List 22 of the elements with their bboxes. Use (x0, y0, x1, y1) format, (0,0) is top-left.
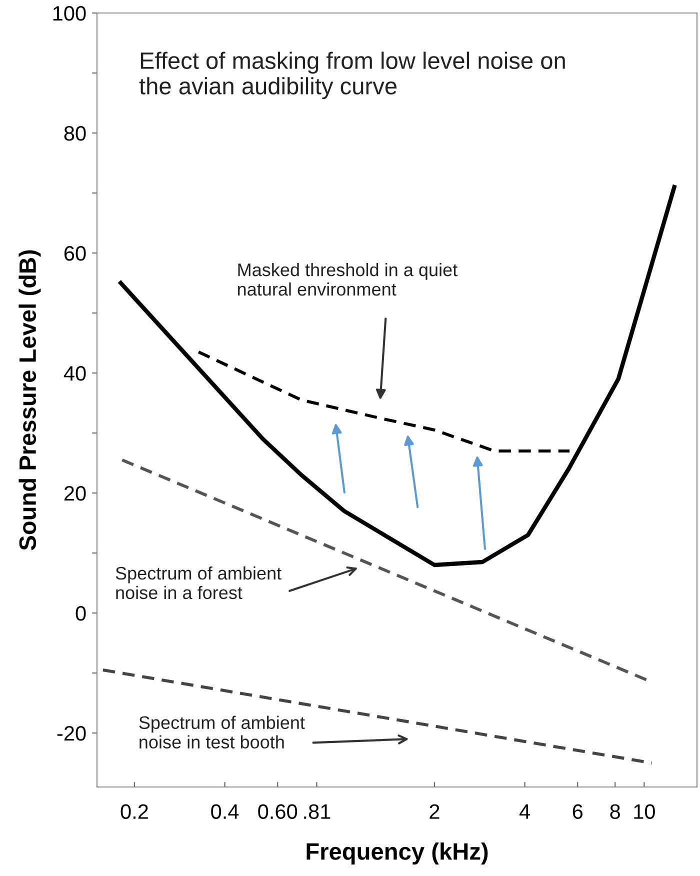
x-tick-label: 0.2 (120, 804, 148, 819)
x-axis-title: Frequency (kHz) (306, 842, 488, 865)
text: Effect of masking from low level noise on the avian audibility curve (139, 52, 565, 100)
annotation: Spectrum of ambient noise in test booth (139, 716, 305, 749)
y-tick-label: 0 (76, 606, 86, 621)
x-tick-label: 10 (634, 804, 655, 819)
x-tick-label: 2 (430, 804, 440, 819)
y-tick-label: -20 (57, 726, 86, 741)
y-axis-title: Sound Pressure Level (dB) (18, 250, 41, 550)
annotation: Spectrum of ambient noise in a forest (116, 566, 282, 600)
x-tick-label: .81 (304, 804, 330, 819)
y-tick-label: 60 (64, 246, 86, 261)
x-tick-label: 0.4 (211, 804, 239, 819)
x-tick-label: 8 (610, 804, 620, 819)
x-tick-label: 4 (519, 804, 530, 819)
x-tick-label: 0.60 (258, 804, 298, 819)
y-tick-label: 20 (64, 486, 86, 501)
annotation: Masked threshold in a quiet natural environment (238, 263, 458, 296)
x-tick-label: 6 (572, 804, 582, 819)
y-tick-label: 80 (64, 126, 86, 141)
y-tick-label: 100 (53, 6, 86, 21)
y-tick-label: 40 (64, 366, 86, 381)
